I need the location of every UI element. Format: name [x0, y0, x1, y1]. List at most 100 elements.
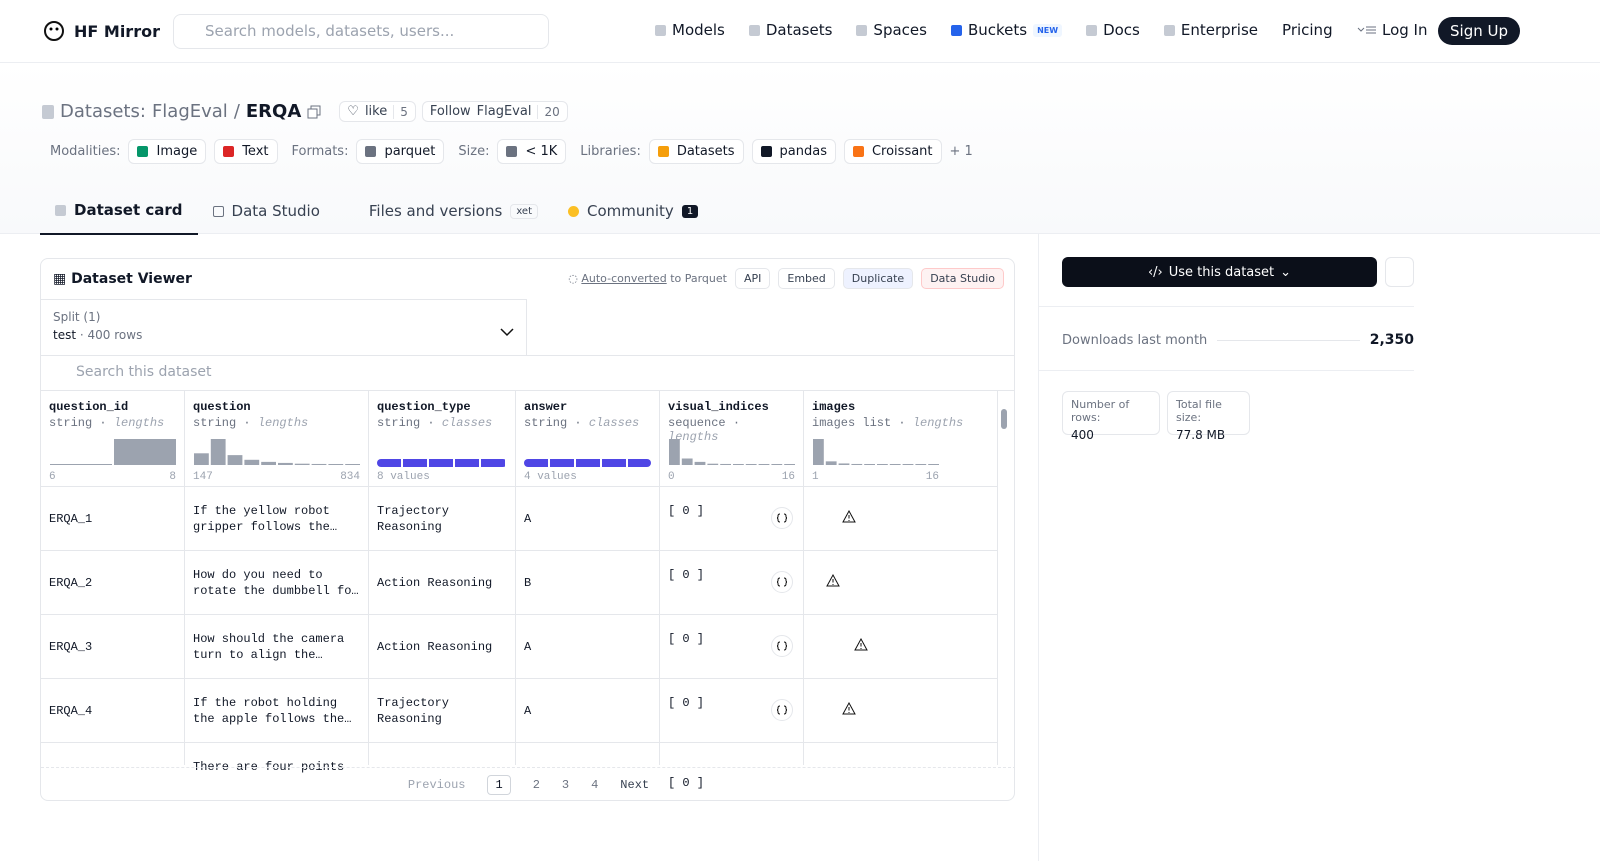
embed-button[interactable]: Embed — [778, 268, 835, 289]
login[interactable]: Log In — [1382, 21, 1428, 39]
cell-text: Action Reasoning — [377, 639, 493, 654]
histogram-bar[interactable] — [851, 463, 863, 465]
histogram-bar[interactable] — [889, 464, 901, 465]
histogram-bar[interactable] — [758, 464, 770, 465]
follow-button[interactable]: Follow FlagEval 20 — [421, 101, 568, 122]
histogram-bar[interactable] — [733, 464, 744, 465]
api-button[interactable]: API — [734, 268, 771, 289]
histogram-bar[interactable] — [328, 464, 344, 465]
downloads: Downloads last month 2,350 — [1062, 332, 1414, 348]
column-header: visual_indices sequence · lengths 0 16 — [660, 391, 803, 487]
histogram-bar[interactable] — [345, 464, 360, 465]
json-button[interactable] — [771, 571, 793, 593]
more-button[interactable] — [1385, 257, 1414, 287]
histogram-bar[interactable] — [902, 464, 914, 465]
histogram-bar[interactable] — [813, 439, 824, 465]
histogram-bar[interactable] — [838, 463, 850, 465]
search-box[interactable]: Search models, datasets, users... — [173, 14, 549, 49]
histogram-bar[interactable] — [261, 461, 276, 465]
histogram-bar[interactable] — [694, 461, 706, 465]
histogram-bar[interactable] — [50, 464, 112, 465]
signup[interactable]: Sign Up — [1438, 17, 1520, 45]
page-link[interactable]: 4 — [591, 778, 599, 792]
json-button[interactable] — [771, 507, 793, 529]
split-select[interactable]: Split (1) test · 400 rows — [41, 299, 527, 355]
histogram-bar[interactable] — [825, 461, 837, 465]
tab[interactable]: Community 1 — [553, 198, 713, 235]
histogram-bar[interactable] — [720, 463, 731, 465]
tab[interactable]: Data Studio — [198, 198, 335, 235]
use-dataset-button[interactable]: ‹/› Use this dataset ⌄ — [1062, 257, 1377, 287]
json-button[interactable] — [771, 635, 793, 657]
column-dtype: string — [193, 416, 237, 430]
nav-link[interactable]: Models — [655, 21, 725, 39]
histogram-bar[interactable] — [928, 464, 939, 465]
histogram-bar[interactable] — [210, 439, 226, 465]
tag-label: Formats: — [291, 144, 349, 159]
link-text: Datasets — [765, 21, 833, 39]
table-cell — [804, 679, 997, 743]
histogram-bar[interactable] — [114, 439, 176, 465]
auto-converted-link[interactable]: Auto-converted — [581, 272, 667, 285]
tag[interactable]: pandas — [751, 139, 836, 164]
histogram-bar[interactable] — [227, 455, 243, 465]
tab[interactable]: Files and versions xet — [335, 198, 553, 235]
previous[interactable]: Previous — [407, 778, 466, 792]
nav-link[interactable]: Spaces — [856, 21, 927, 39]
page-link[interactable]: 1 — [487, 775, 511, 795]
tags-more[interactable]: + 1 — [949, 144, 973, 159]
histogram-bar[interactable] — [864, 464, 875, 465]
nav-link[interactable]: Docs — [1086, 21, 1140, 39]
nav-link[interactable]: Buckets NEW — [950, 21, 1063, 39]
tag[interactable]: Text — [214, 139, 278, 164]
like-button[interactable]: ♡ like 5 — [339, 101, 416, 122]
tag-icon — [223, 146, 235, 157]
duplicate-button[interactable]: Duplicate — [842, 268, 914, 289]
next[interactable]: Next — [620, 778, 650, 792]
tab[interactable]: Dataset card — [40, 198, 198, 235]
page-link[interactable]: 2 — [532, 778, 540, 792]
tag[interactable]: Datasets — [648, 139, 744, 164]
histogram-bar[interactable] — [745, 464, 757, 465]
data-studio-button[interactable]: Data Studio — [921, 268, 1004, 289]
table-cell: If the robot holding the apple follows t… — [185, 679, 368, 743]
histogram-bar[interactable] — [681, 458, 693, 466]
histogram-bar[interactable] — [771, 464, 783, 465]
link-text: Enterprise — [1180, 21, 1259, 39]
viewer-search[interactable]: Search this dataset — [41, 355, 1014, 391]
menu-icon[interactable] — [1357, 24, 1377, 36]
nav-link[interactable]: Enterprise — [1163, 21, 1259, 39]
brand[interactable]: HF Mirror — [42, 20, 160, 42]
tab-text: Dataset card — [74, 201, 183, 219]
json-button[interactable] — [771, 699, 793, 721]
split-rows: 400 rows — [87, 328, 143, 342]
repo-org[interactable]: FlagEval — [151, 101, 228, 122]
histogram-bar[interactable] — [294, 463, 310, 465]
rows-label: Number of rows: — [1071, 398, 1130, 424]
tag[interactable]: parquet — [356, 139, 445, 164]
tag[interactable]: < 1K — [497, 139, 567, 164]
nav-link[interactable]: Pricing — [1282, 21, 1333, 39]
copy-icon[interactable] — [307, 105, 321, 119]
dot: · — [898, 416, 906, 430]
tag[interactable]: Croissant — [843, 139, 942, 164]
histogram-bar[interactable] — [877, 464, 888, 465]
tag[interactable]: Image — [128, 139, 207, 164]
cell-text: [ 0 ] — [668, 696, 705, 710]
cell-text: If the yellow robot gripper follows the… — [193, 503, 338, 534]
tag-icon — [760, 146, 772, 157]
histogram-bar[interactable] — [707, 463, 719, 465]
histogram-bar[interactable] — [194, 453, 209, 465]
histogram-bar[interactable] — [669, 439, 680, 465]
nav-link[interactable]: Datasets — [748, 21, 833, 39]
dataset-viewer: ▦ Dataset Viewer ◌ Auto-converted to Par… — [40, 258, 1015, 801]
histogram-bar[interactable] — [915, 464, 927, 465]
histogram-bar[interactable] — [784, 464, 795, 465]
page-link[interactable]: 3 — [561, 778, 570, 792]
histogram-bar[interactable] — [278, 462, 293, 465]
auto-converted: ◌ Auto-converted to Parquet — [568, 272, 727, 285]
histogram-bar[interactable] — [244, 459, 260, 465]
repo-name[interactable]: ERQA — [245, 101, 302, 122]
histogram-bar[interactable] — [311, 463, 327, 465]
tag-label: Modalities: — [50, 144, 121, 159]
